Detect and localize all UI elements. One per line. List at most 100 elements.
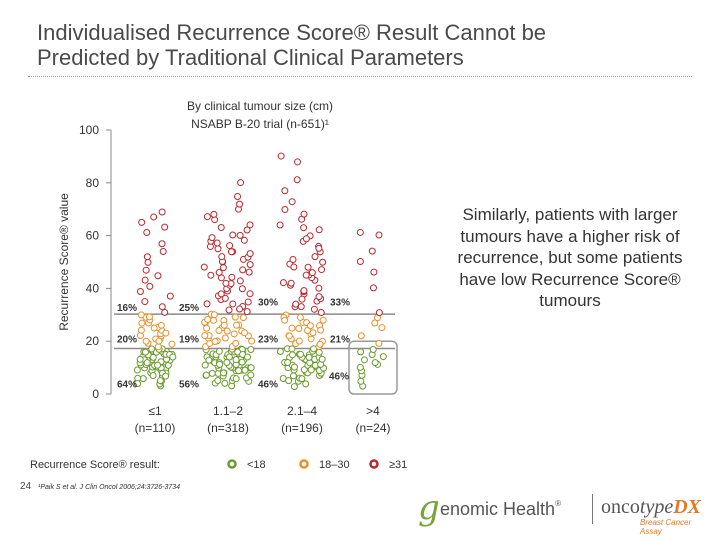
data-point-low — [290, 383, 298, 391]
data-point-high — [317, 308, 325, 316]
pct-low-label: 46% — [329, 372, 349, 383]
data-point-high — [293, 158, 301, 166]
pct-intermediate-label: 21% — [330, 335, 350, 346]
data-point-high — [229, 231, 237, 239]
data-point-low — [276, 348, 284, 356]
data-point-low — [143, 359, 151, 367]
data-point-high — [375, 231, 383, 239]
data-point-low — [136, 355, 144, 363]
data-point-low — [221, 379, 229, 387]
company-logo: g enomic Health® oncotypeDX Breast Cance… — [418, 488, 713, 536]
data-point-intermediate — [215, 326, 223, 334]
data-point-low — [247, 345, 255, 353]
data-point-high — [290, 263, 298, 271]
data-point-high — [311, 253, 319, 261]
data-point-low — [205, 356, 213, 364]
legend-marker — [227, 459, 237, 469]
data-point-high — [298, 295, 306, 303]
data-point-intermediate — [157, 321, 165, 329]
data-point-high — [217, 290, 225, 298]
data-point-high — [229, 300, 237, 308]
data-point-high — [315, 293, 323, 301]
data-point-high — [214, 245, 222, 253]
data-point-intermediate — [137, 326, 145, 334]
chart-title: By clinical tumour size (cm) — [187, 99, 333, 113]
data-point-high — [246, 261, 254, 269]
data-point-low — [162, 372, 170, 380]
data-point-high — [315, 284, 323, 292]
data-point-low — [247, 371, 255, 379]
legend-marker — [369, 459, 379, 469]
data-point-high — [300, 287, 308, 295]
data-point-intermediate — [241, 329, 249, 337]
data-point-intermediate — [375, 339, 383, 347]
data-point-high — [308, 269, 316, 277]
data-point-intermediate — [231, 313, 239, 321]
data-point-high — [146, 282, 154, 290]
data-point-high — [239, 266, 247, 274]
data-point-intermediate — [155, 337, 163, 345]
data-point-low — [247, 364, 255, 372]
legend-label: ≥31 — [389, 459, 407, 471]
data-point-low — [169, 353, 177, 361]
data-point-high — [141, 298, 149, 306]
data-point-high — [319, 258, 327, 266]
data-point-high — [222, 279, 230, 287]
x-category-label: ≤1 — [148, 404, 162, 418]
x-category-count: (n=318) — [207, 421, 249, 435]
legend: Recurrence Score® result: <18 18–30 ≥31 — [30, 459, 407, 471]
data-point-low — [232, 356, 240, 364]
data-point-intermediate — [201, 332, 209, 340]
data-point-high — [287, 279, 295, 287]
data-point-low — [216, 360, 224, 368]
data-point-high — [236, 277, 244, 285]
data-point-intermediate — [137, 311, 145, 319]
logo-tagline: Breast Cancer Assay — [640, 518, 692, 536]
data-point-high — [370, 268, 378, 276]
data-point-high — [236, 200, 244, 208]
data-point-low — [238, 358, 246, 366]
pct-high-label: 25% — [179, 303, 199, 314]
pct-low-label: 46% — [258, 379, 278, 390]
data-point-intermediate — [309, 329, 317, 337]
page-number: 24 — [20, 481, 32, 492]
title-divider — [28, 76, 692, 77]
data-point-high — [236, 231, 244, 239]
pct-high-label: 30% — [258, 298, 278, 309]
data-point-low — [220, 369, 228, 377]
y-tick-label: 60 — [86, 229, 100, 243]
y-tick-label: 20 — [86, 334, 100, 348]
data-point-low — [307, 366, 315, 374]
data-point-low — [318, 355, 326, 363]
side-note: Similarly, patients with larger tumours … — [457, 205, 683, 310]
data-point-intermediate — [230, 330, 238, 338]
data-point-high — [161, 308, 169, 316]
x-category-count: (n=24) — [355, 421, 390, 435]
data-point-high — [221, 294, 229, 302]
data-point-high — [236, 305, 244, 313]
logo-divider — [592, 494, 593, 524]
data-point-low — [202, 371, 210, 379]
data-point-high — [219, 264, 227, 272]
data-point-intermediate — [371, 319, 379, 327]
data-point-intermediate — [210, 311, 218, 319]
data-point-high — [369, 284, 377, 292]
data-point-high — [215, 269, 223, 277]
pct-intermediate-label: 20% — [117, 335, 137, 346]
data-point-high — [375, 309, 383, 317]
data-point-high — [300, 210, 308, 218]
data-point-intermediate — [316, 340, 324, 348]
data-point-high — [356, 258, 364, 266]
data-points — [133, 152, 387, 391]
data-point-low — [154, 361, 162, 369]
data-point-intermediate — [203, 324, 211, 332]
data-point-intermediate — [317, 326, 325, 334]
data-point-low — [297, 350, 305, 358]
data-point-high — [243, 226, 251, 234]
data-point-high — [310, 305, 318, 313]
data-point-intermediate — [306, 322, 314, 330]
data-point-high — [240, 236, 248, 244]
data-point-high — [136, 288, 144, 296]
x-category-count: (n=196) — [281, 421, 323, 435]
data-point-low — [357, 348, 365, 356]
